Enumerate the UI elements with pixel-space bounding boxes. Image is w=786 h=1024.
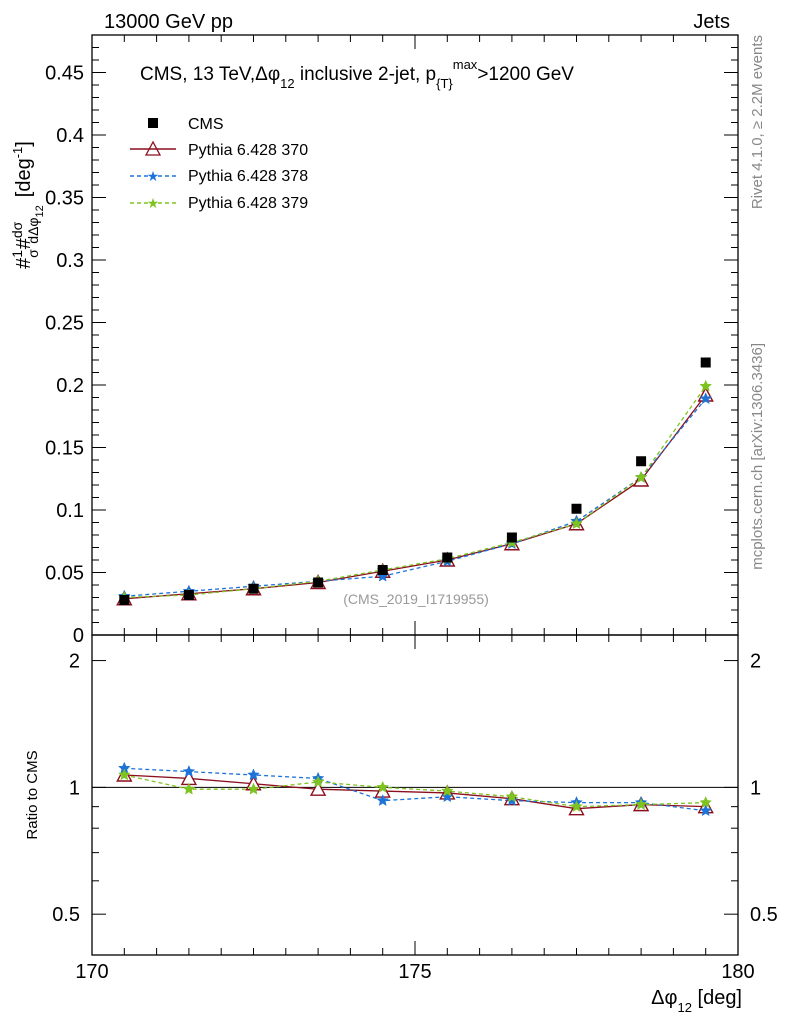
legend-marker-cms: [148, 118, 158, 128]
y-tick-label: 0.05: [45, 563, 84, 585]
ratio-point-star: [505, 793, 519, 807]
ratio-point-star: [376, 780, 390, 793]
data-point-cms: [636, 456, 647, 467]
data-point-cms: [313, 577, 324, 588]
ratio-tick-label: 0.5: [52, 904, 80, 926]
ratio-point-star: [699, 804, 713, 817]
legend-label-378: Pythia 6.428 378: [188, 168, 308, 185]
ratio-point-star: [117, 768, 131, 781]
data-point-cms: [506, 532, 517, 543]
legend-marker-370: [144, 140, 162, 156]
data-point-cms: [248, 583, 259, 594]
legend-label-379: Pythia 6.428 379: [188, 195, 308, 212]
x-axis-label: Δφ12 [deg]: [651, 987, 742, 1015]
ratio-tick-label-right: 0.5: [750, 904, 778, 926]
ratio-point-star: [376, 793, 390, 807]
ratio-y-label: Ratio to CMS: [24, 750, 41, 839]
x-tick-label: 170: [75, 961, 108, 983]
y-tick-label: 0.35: [45, 188, 84, 210]
ratio-point-star: [182, 764, 196, 778]
ratio-tick-label: 2: [69, 651, 80, 673]
mcplots-label: mcplots.cern.ch [arXiv:1306.3436]: [749, 343, 766, 570]
header-right: Jets: [693, 11, 730, 33]
data-point-cms: [571, 503, 582, 514]
ratio-tick-label-right: 1: [750, 777, 761, 799]
x-tick-label: 180: [721, 961, 754, 983]
chart-title: CMS, 13 TeV,Δφ12 inclusive 2-jet, p{T}ma…: [140, 57, 574, 91]
y-tick-label: 0: [73, 625, 84, 647]
ratio-line-2: [124, 767, 706, 812]
ratio-tick-label-right: 2: [750, 651, 761, 673]
y-tick-label: 0.4: [56, 125, 84, 147]
series-line-1: [124, 394, 707, 600]
y-tick-label: 0.3: [56, 250, 84, 272]
ratio-point-star: [440, 784, 454, 797]
ratio-point-star: [247, 782, 260, 795]
ratio-point-star: [247, 768, 260, 781]
legend: CMS Pythia 6.428 370 ★ Pythia 6.428 378 …: [130, 116, 308, 212]
ratio-line-1: [124, 774, 706, 810]
ratio-frame: [91, 634, 739, 956]
legend-label-370: Pythia 6.428 370: [188, 142, 308, 159]
analysis-watermark: (CMS_2019_I1719955): [343, 591, 489, 607]
data-point-cms: [442, 552, 453, 563]
series-line-3: [124, 385, 707, 599]
x-tick-label: 175: [398, 961, 431, 983]
rivet-label: Rivet 4.1.0, ≥ 2.2M events: [749, 35, 766, 209]
ratio-point-star: [182, 782, 196, 795]
y-tick-label: 0.2: [56, 375, 84, 397]
ratio-point-star: [505, 790, 519, 803]
y-tick-label: 0.45: [45, 63, 84, 85]
legend-label-cms: CMS: [188, 116, 224, 133]
ratio-point-triangle: [309, 780, 327, 796]
data-point-cms: [183, 590, 194, 600]
data-point-cms: [700, 357, 711, 368]
y-tick-label: 0.25: [45, 313, 84, 335]
legend-marker-378: ★: [147, 168, 160, 184]
y-tick-label: 0.15: [45, 438, 84, 460]
data-point-star: [699, 379, 713, 392]
data-point-cms: [377, 565, 388, 575]
ratio-point-star: [311, 775, 325, 788]
ratio-point-star: [634, 797, 648, 811]
legend-marker-379: ★: [147, 195, 160, 211]
ratio-point-star: [570, 799, 583, 813]
y-axis-label: #1σ#dσdΔφ12[deg-1]: [9, 141, 46, 269]
ratio-line-3: [124, 774, 706, 808]
data-point-cms: [119, 595, 130, 605]
header-left: 13000 GeV pp: [104, 11, 233, 33]
data-point-star: [699, 392, 713, 405]
series-line-2: [124, 398, 707, 597]
ratio-point-star: [440, 790, 454, 803]
y-tick-label: 0.1: [56, 500, 84, 522]
data-point-star: [570, 517, 583, 530]
ratio-point-star: [699, 795, 713, 809]
svg-text:#1σ#dσdΔφ12[deg-1]: #1σ#dσdΔφ12[deg-1]: [9, 141, 46, 269]
ratio-tick-label: 1: [69, 777, 80, 799]
data-point-star: [634, 470, 648, 483]
